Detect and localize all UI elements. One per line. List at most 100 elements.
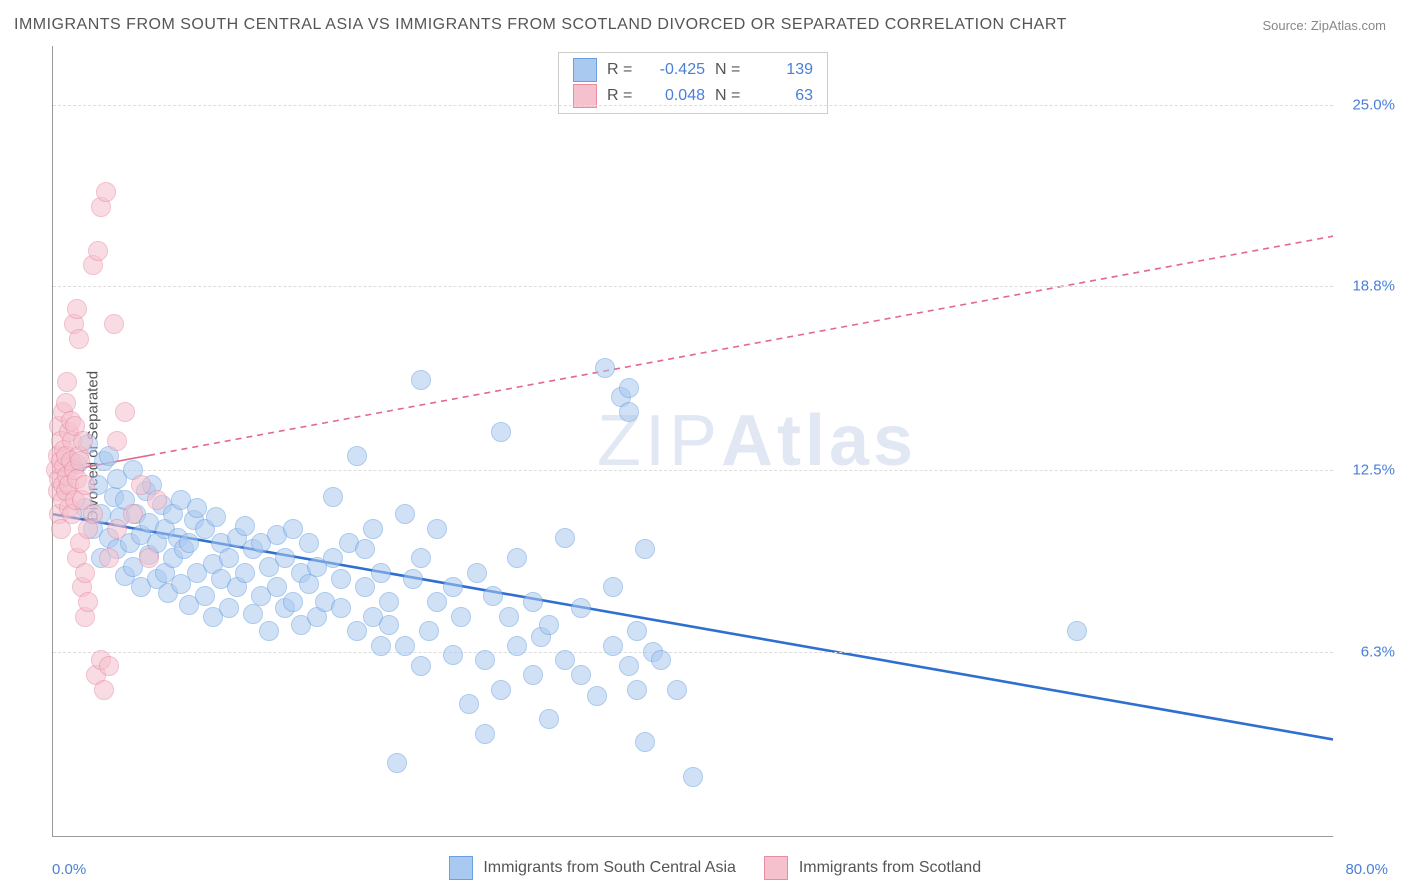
point-series-b: [115, 402, 135, 422]
point-series-a: [571, 665, 591, 685]
gridline: [53, 286, 1333, 287]
point-series-b: [123, 504, 143, 524]
point-series-a: [635, 732, 655, 752]
point-series-b: [99, 656, 119, 676]
point-series-b: [107, 519, 127, 539]
point-series-b: [139, 548, 159, 568]
point-series-a: [323, 487, 343, 507]
point-series-a: [267, 577, 287, 597]
point-series-a: [363, 519, 383, 539]
point-series-a: [1067, 621, 1087, 641]
point-series-a: [355, 577, 375, 597]
gridline: [53, 105, 1333, 106]
point-series-a: [387, 753, 407, 773]
point-series-a: [523, 665, 543, 685]
point-series-a: [283, 592, 303, 612]
point-series-a: [475, 650, 495, 670]
point-series-a: [235, 516, 255, 536]
point-series-a: [491, 422, 511, 442]
point-series-a: [555, 650, 575, 670]
point-series-a: [587, 686, 607, 706]
point-series-a: [651, 650, 671, 670]
point-series-a: [619, 656, 639, 676]
point-series-a: [371, 636, 391, 656]
point-series-a: [443, 577, 463, 597]
point-series-a: [299, 533, 319, 553]
point-series-b: [75, 475, 95, 495]
point-series-a: [355, 539, 375, 559]
point-series-a: [179, 533, 199, 553]
point-series-a: [603, 636, 623, 656]
point-series-a: [411, 548, 431, 568]
legend-n-label: N =: [715, 57, 745, 83]
y-tick-label: 25.0%: [1339, 96, 1395, 113]
point-series-a: [371, 563, 391, 583]
point-series-b: [94, 680, 114, 700]
point-series-a: [555, 528, 575, 548]
point-series-a: [219, 548, 239, 568]
point-series-a: [411, 656, 431, 676]
trend-lines-svg: [53, 46, 1333, 836]
point-series-a: [427, 592, 447, 612]
series-b-swatch: [764, 856, 788, 880]
point-series-a: [627, 680, 647, 700]
point-series-a: [539, 709, 559, 729]
y-tick-label: 12.5%: [1339, 462, 1395, 479]
point-series-a: [411, 370, 431, 390]
point-series-a: [403, 569, 423, 589]
series-a-label: Immigrants from South Central Asia: [483, 859, 736, 876]
point-series-b: [83, 504, 103, 524]
point-series-b: [96, 182, 116, 202]
point-series-a: [571, 598, 591, 618]
point-series-a: [195, 586, 215, 606]
point-series-a: [539, 615, 559, 635]
point-series-a: [347, 446, 367, 466]
point-series-a: [635, 539, 655, 559]
point-series-a: [491, 680, 511, 700]
point-series-a: [603, 577, 623, 597]
y-tick-label: 6.3%: [1339, 643, 1395, 660]
y-tick-label: 18.8%: [1339, 277, 1395, 294]
point-series-a: [283, 519, 303, 539]
point-series-a: [187, 498, 207, 518]
point-series-a: [627, 621, 647, 641]
point-series-a: [443, 645, 463, 665]
point-series-a: [331, 569, 351, 589]
point-series-b: [69, 329, 89, 349]
legend-r-label: R =: [607, 57, 637, 83]
point-series-a: [683, 767, 703, 787]
series-b-label: Immigrants from Scotland: [799, 859, 981, 876]
plot-area: ZIPAtlas R =-0.425N =139R =0.048N =63 6.…: [52, 46, 1333, 837]
legend-swatch: [573, 58, 597, 82]
point-series-b: [70, 451, 90, 471]
point-series-a: [475, 724, 495, 744]
legend-r-value: -0.425: [647, 57, 705, 83]
legend-n-value: 139: [755, 57, 813, 83]
point-series-a: [395, 504, 415, 524]
point-series-b: [104, 314, 124, 334]
point-series-a: [427, 519, 447, 539]
point-series-a: [619, 378, 639, 398]
point-series-b: [147, 490, 167, 510]
gridline: [53, 470, 1333, 471]
point-series-a: [219, 598, 239, 618]
point-series-b: [88, 241, 108, 261]
gridline: [53, 652, 1333, 653]
point-series-a: [595, 358, 615, 378]
point-series-a: [451, 607, 471, 627]
legend-row: R = -0.425 N = 139: [573, 57, 813, 83]
point-series-a: [459, 694, 479, 714]
point-series-b: [57, 372, 77, 392]
chart-title: IMMIGRANTS FROM SOUTH CENTRAL ASIA VS IM…: [14, 16, 1067, 34]
source-label: Source: ZipAtlas.com: [1262, 18, 1386, 33]
series-legend: Immigrants from South Central Asia Immig…: [0, 856, 1406, 880]
point-series-a: [507, 548, 527, 568]
point-series-b: [131, 475, 151, 495]
point-series-a: [235, 563, 255, 583]
point-series-a: [331, 598, 351, 618]
point-series-b: [75, 563, 95, 583]
watermark-bold: Atlas: [721, 401, 917, 481]
point-series-a: [379, 615, 399, 635]
point-series-a: [323, 548, 343, 568]
point-series-a: [619, 402, 639, 422]
